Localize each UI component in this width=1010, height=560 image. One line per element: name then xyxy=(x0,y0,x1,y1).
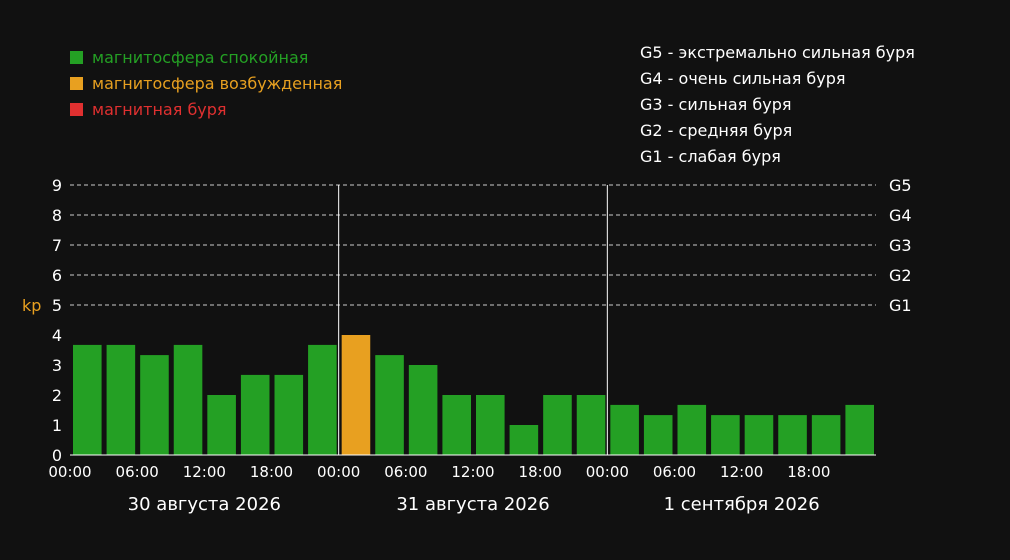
y-tick-label-7: 7 xyxy=(52,236,62,255)
bar-16 xyxy=(610,404,639,455)
storm-level-g5: G5 xyxy=(640,43,663,62)
legend-label-active: магнитосфера возбужденная xyxy=(92,73,343,93)
y-tick-label-5: 5 xyxy=(52,296,62,315)
time-tick-label-11: 18:00 xyxy=(787,463,830,481)
day-label-0: 30 августа 2026 xyxy=(128,494,281,515)
bar-13 xyxy=(509,425,539,455)
legend-swatch-quiet xyxy=(70,50,83,64)
legend-swatch-active xyxy=(70,76,83,90)
storm-desc-g4: очень сильная буря xyxy=(678,69,846,88)
storm-scale-g5: G5 - экстремально сильная буря xyxy=(640,43,915,62)
legend-item-storm: магнитная буря xyxy=(70,96,342,122)
storm-scale-g1: G1 - слабая буря xyxy=(640,147,781,166)
legend-item-active: магнитосфера возбужденная xyxy=(70,70,342,96)
time-tick-label-10: 12:00 xyxy=(720,463,763,481)
right-axis-label-g2: G2 xyxy=(889,266,912,285)
bar-0 xyxy=(73,344,102,455)
legend-label-storm: магнитная буря xyxy=(92,99,227,119)
storm-desc-g2: средняя буря xyxy=(678,121,793,140)
y-tick-label-3: 3 xyxy=(52,356,62,375)
bar-11 xyxy=(442,395,471,455)
bar-17 xyxy=(643,415,673,455)
y-tick-label-8: 8 xyxy=(52,206,62,225)
storm-scale-legend: G5 - экстремально сильная буря G4 - очен… xyxy=(640,44,915,174)
bar-18 xyxy=(677,404,707,455)
y-tick-label-1: 1 xyxy=(52,416,62,435)
legend-label-quiet: магнитосфера спокойная xyxy=(92,47,309,67)
bar-15 xyxy=(576,395,606,455)
day-label-2: 1 сентября 2026 xyxy=(664,494,820,515)
bar-20 xyxy=(744,415,774,455)
y-tick-label-9: 9 xyxy=(52,176,62,195)
time-tick-label-9: 06:00 xyxy=(653,463,696,481)
right-axis-label-g3: G3 xyxy=(889,236,912,255)
storm-desc-g3: сильная буря xyxy=(678,95,792,114)
time-tick-label-7: 18:00 xyxy=(519,463,562,481)
time-tick-label-5: 06:00 xyxy=(384,463,427,481)
bar-4 xyxy=(207,395,236,455)
right-axis-label-g4: G4 xyxy=(889,206,912,225)
time-tick-label-3: 18:00 xyxy=(250,463,293,481)
bar-8 xyxy=(341,335,371,455)
bar-6 xyxy=(274,374,304,455)
bar-3 xyxy=(173,344,203,455)
bar-2 xyxy=(140,355,169,455)
time-tick-label-0: 00:00 xyxy=(48,463,91,481)
storm-level-g4: G4 xyxy=(640,69,663,88)
bar-12 xyxy=(476,395,505,455)
bar-19 xyxy=(711,415,740,455)
day-label-1: 31 августа 2026 xyxy=(396,494,549,515)
bar-22 xyxy=(811,415,841,455)
storm-scale-g2: G2 - средняя буря xyxy=(640,121,793,140)
storm-level-g2: G2 xyxy=(640,121,663,140)
bar-10 xyxy=(408,365,438,455)
storm-scale-g4: G4 - очень сильная буря xyxy=(640,69,846,88)
bar-14 xyxy=(543,395,572,455)
bar-7 xyxy=(308,344,337,455)
bar-23 xyxy=(845,404,874,455)
time-tick-label-8: 00:00 xyxy=(586,463,629,481)
time-tick-label-4: 00:00 xyxy=(317,463,360,481)
right-axis-label-g1: G1 xyxy=(889,296,912,315)
y-tick-label-0: 0 xyxy=(52,446,62,465)
storm-desc-g1: слабая буря xyxy=(678,147,781,166)
bar-9 xyxy=(375,355,404,455)
time-tick-label-1: 06:00 xyxy=(116,463,159,481)
storm-level-g1: G1 xyxy=(640,147,663,166)
legend-swatch-storm xyxy=(70,102,83,116)
storm-level-g3: G3 xyxy=(640,95,663,114)
storm-desc-g5: экстремально сильная буря xyxy=(678,43,915,62)
y-axis-label: kp xyxy=(22,296,41,315)
status-legend: магнитосфера спокойная магнитосфера возб… xyxy=(70,44,342,122)
time-tick-label-6: 12:00 xyxy=(451,463,494,481)
y-tick-label-6: 6 xyxy=(52,266,62,285)
bar-1 xyxy=(106,344,136,455)
legend-item-quiet: магнитосфера спокойная xyxy=(70,44,342,70)
right-axis-label-g5: G5 xyxy=(889,176,912,195)
bar-5 xyxy=(240,374,270,455)
y-tick-label-2: 2 xyxy=(52,386,62,405)
storm-scale-g3: G3 - сильная буря xyxy=(640,95,792,114)
bar-21 xyxy=(778,415,807,455)
time-tick-label-2: 12:00 xyxy=(183,463,226,481)
y-tick-label-4: 4 xyxy=(52,326,62,345)
